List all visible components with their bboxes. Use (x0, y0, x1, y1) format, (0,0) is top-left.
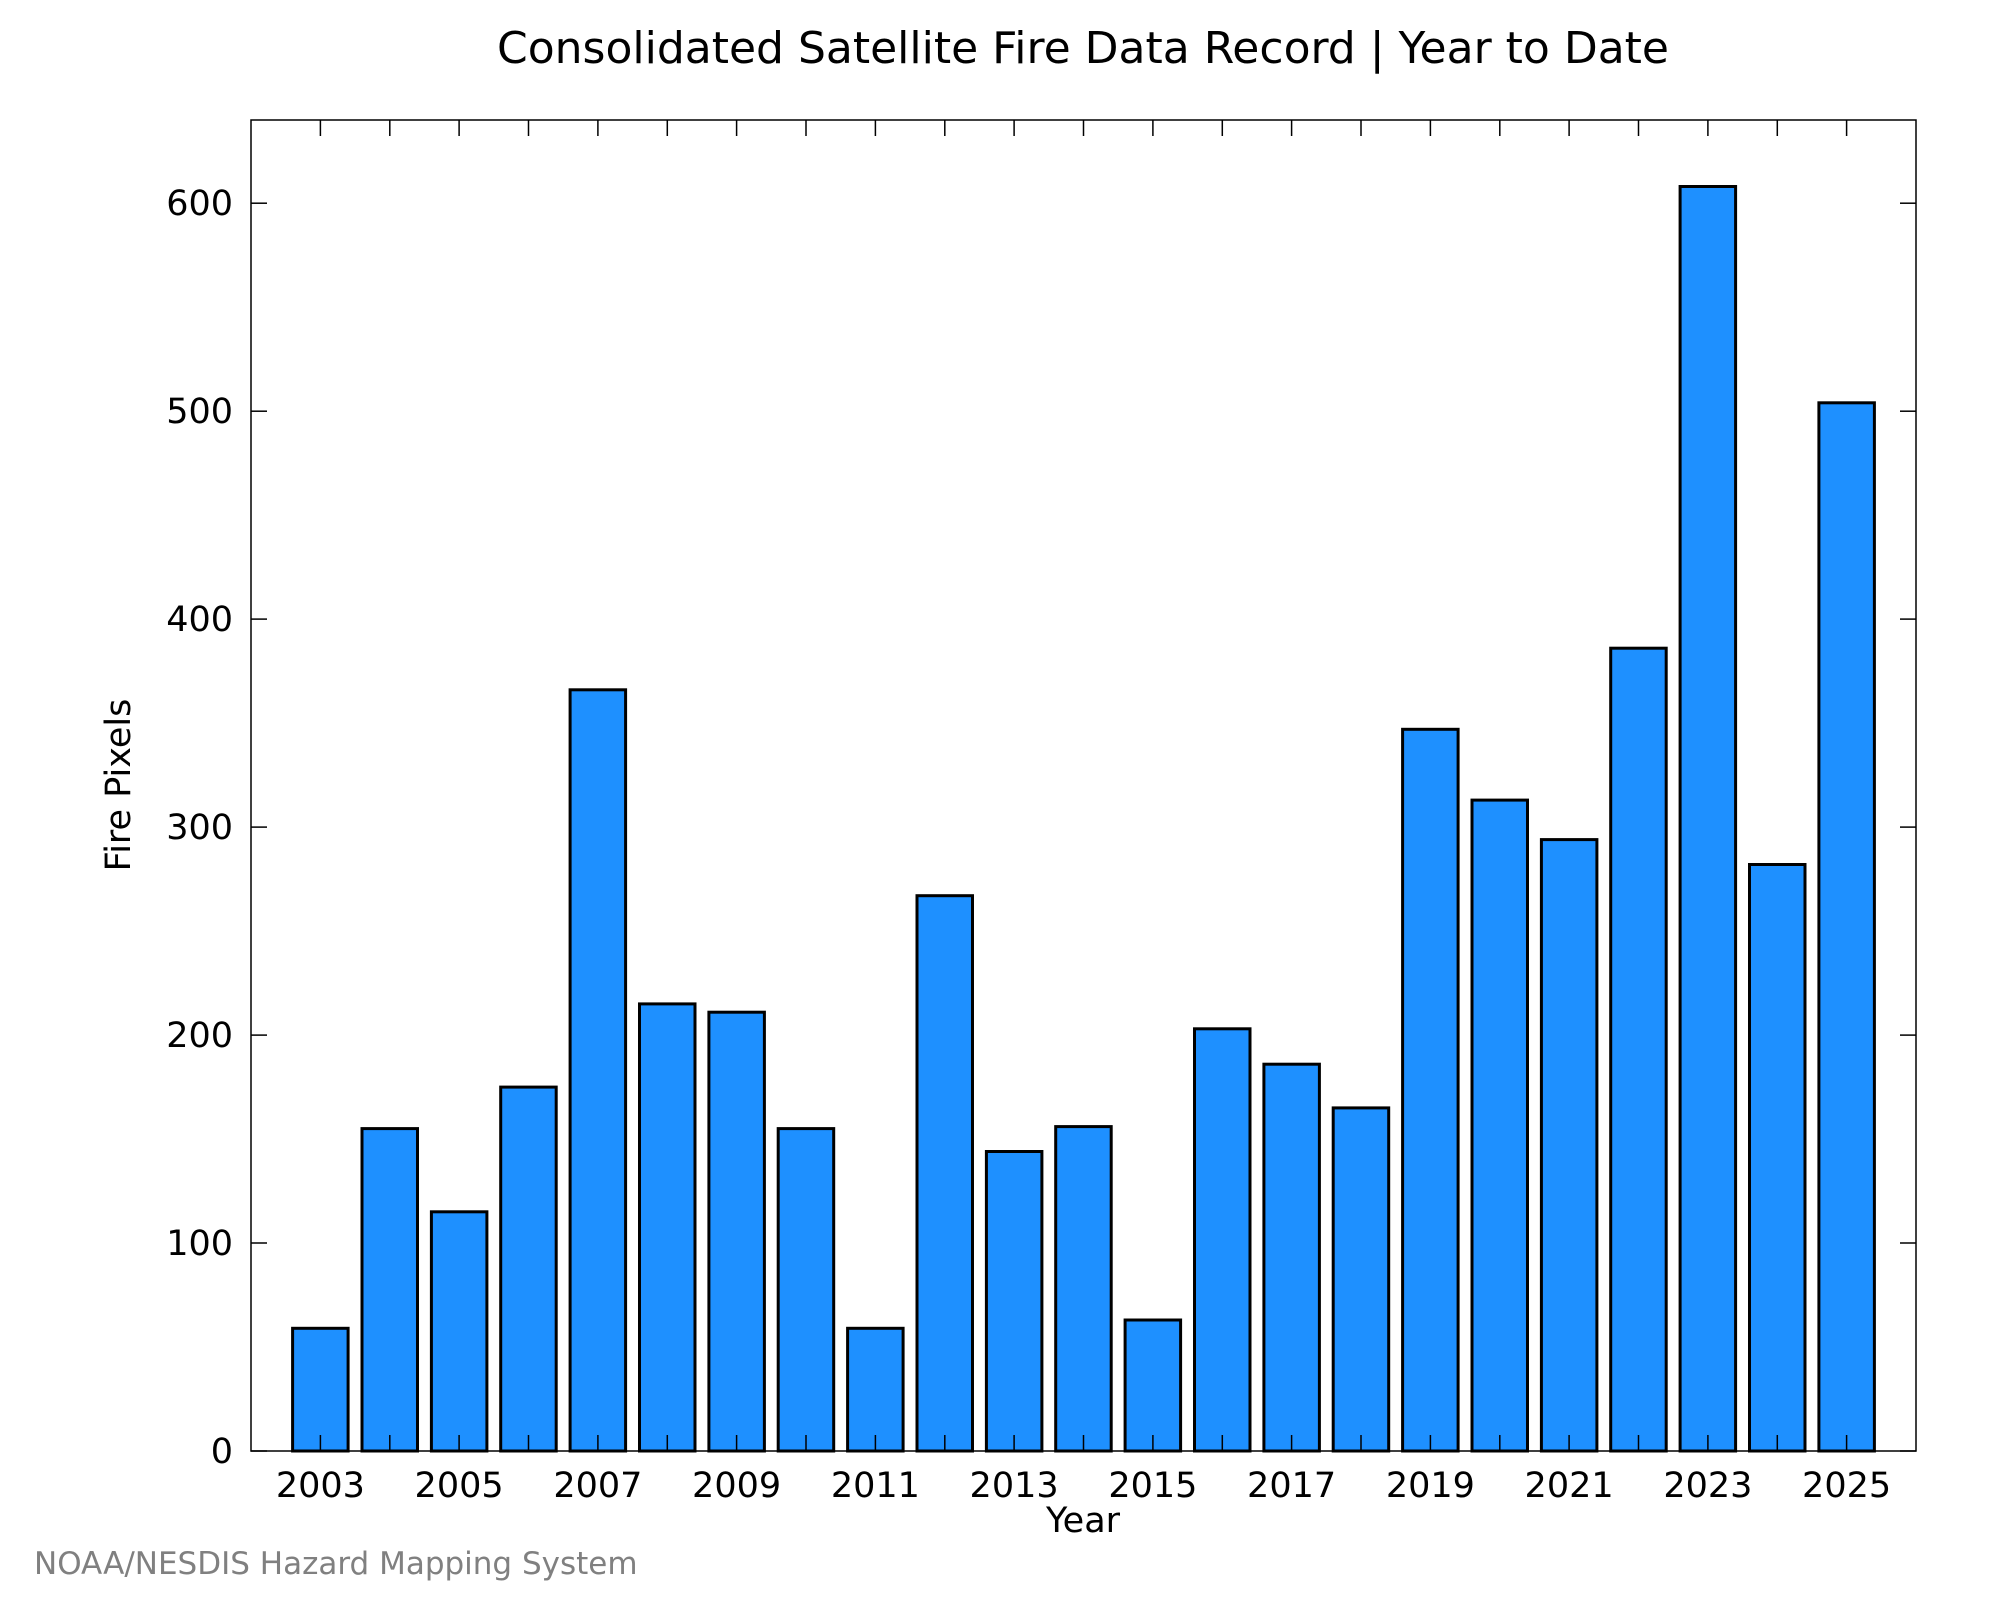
bar-2025 (1817, 401, 1876, 1453)
bar-2019 (1401, 727, 1460, 1453)
bar-2022 (1609, 646, 1668, 1453)
bar-2023 (1678, 185, 1738, 1453)
bar-2007 (568, 688, 628, 1453)
bar-2016 (1193, 1027, 1252, 1453)
x-tick-label-2021: 2021 (1525, 1466, 1614, 1506)
y-tick-label-300: 300 (166, 808, 233, 848)
x-tick-label-2015: 2015 (1108, 1466, 1197, 1506)
bar-2018 (1331, 1106, 1391, 1453)
bar-2014 (1054, 1125, 1113, 1453)
bars-group (291, 185, 1876, 1453)
y-tick-label-0: 0 (211, 1432, 233, 1472)
x-tick-label-2009: 2009 (692, 1466, 781, 1506)
bar-2013 (984, 1150, 1044, 1453)
bar-2012 (915, 894, 974, 1453)
x-tick-label-2005: 2005 (415, 1466, 504, 1506)
y-tick-label-500: 500 (166, 392, 233, 432)
bar-2024 (1748, 863, 1807, 1453)
bar-2017 (1262, 1062, 1321, 1453)
y-axis-label: Fire Pixels (99, 699, 139, 872)
x-tick-label-2013: 2013 (970, 1466, 1059, 1506)
chart-title: Consolidated Satellite Fire Data Record … (497, 23, 1669, 74)
x-tick-label-2017: 2017 (1247, 1466, 1336, 1506)
x-tick-label-2025: 2025 (1802, 1466, 1891, 1506)
bar-2003 (291, 1326, 350, 1453)
bar-2009 (707, 1010, 766, 1453)
y-tick-label-200: 200 (166, 1016, 233, 1056)
x-tick-label-2011: 2011 (831, 1466, 920, 1506)
y-tick-label-600: 600 (166, 184, 233, 224)
bar-2020 (1470, 798, 1529, 1453)
bar-2021 (1539, 838, 1599, 1453)
bar-2011 (846, 1326, 905, 1453)
x-tick-label-2019: 2019 (1386, 1466, 1475, 1506)
y-tick-labels-group: 0 100 200 300 400 500 600 (166, 184, 233, 1472)
bar-2004 (360, 1127, 419, 1453)
source-credit: NOAA/NESDIS Hazard Mapping System (34, 1546, 638, 1582)
x-axis-label: Year (1045, 1501, 1121, 1541)
y-tick-label-400: 400 (166, 600, 233, 640)
bar-2005 (429, 1210, 489, 1453)
x-tick-label-2003: 2003 (276, 1466, 365, 1506)
bar-2015 (1123, 1318, 1183, 1453)
y-tick-label-100: 100 (166, 1224, 233, 1264)
x-tick-label-2023: 2023 (1663, 1466, 1752, 1506)
bar-2006 (499, 1085, 558, 1453)
bar-2008 (638, 1002, 697, 1453)
bar-2010 (776, 1127, 836, 1453)
x-tick-label-2007: 2007 (553, 1466, 642, 1506)
plot-frame (250, 119, 1917, 1452)
x-tick-labels-group: 2003 2005 2007 2009 2011 2013 2015 2017 2019 2021… (276, 1466, 1891, 1506)
